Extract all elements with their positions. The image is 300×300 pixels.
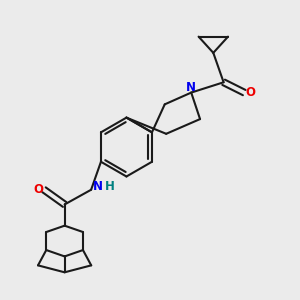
Text: N: N	[186, 81, 196, 94]
Text: H: H	[105, 180, 115, 193]
Text: O: O	[245, 86, 255, 99]
Text: N: N	[93, 180, 103, 193]
Text: O: O	[33, 183, 43, 196]
